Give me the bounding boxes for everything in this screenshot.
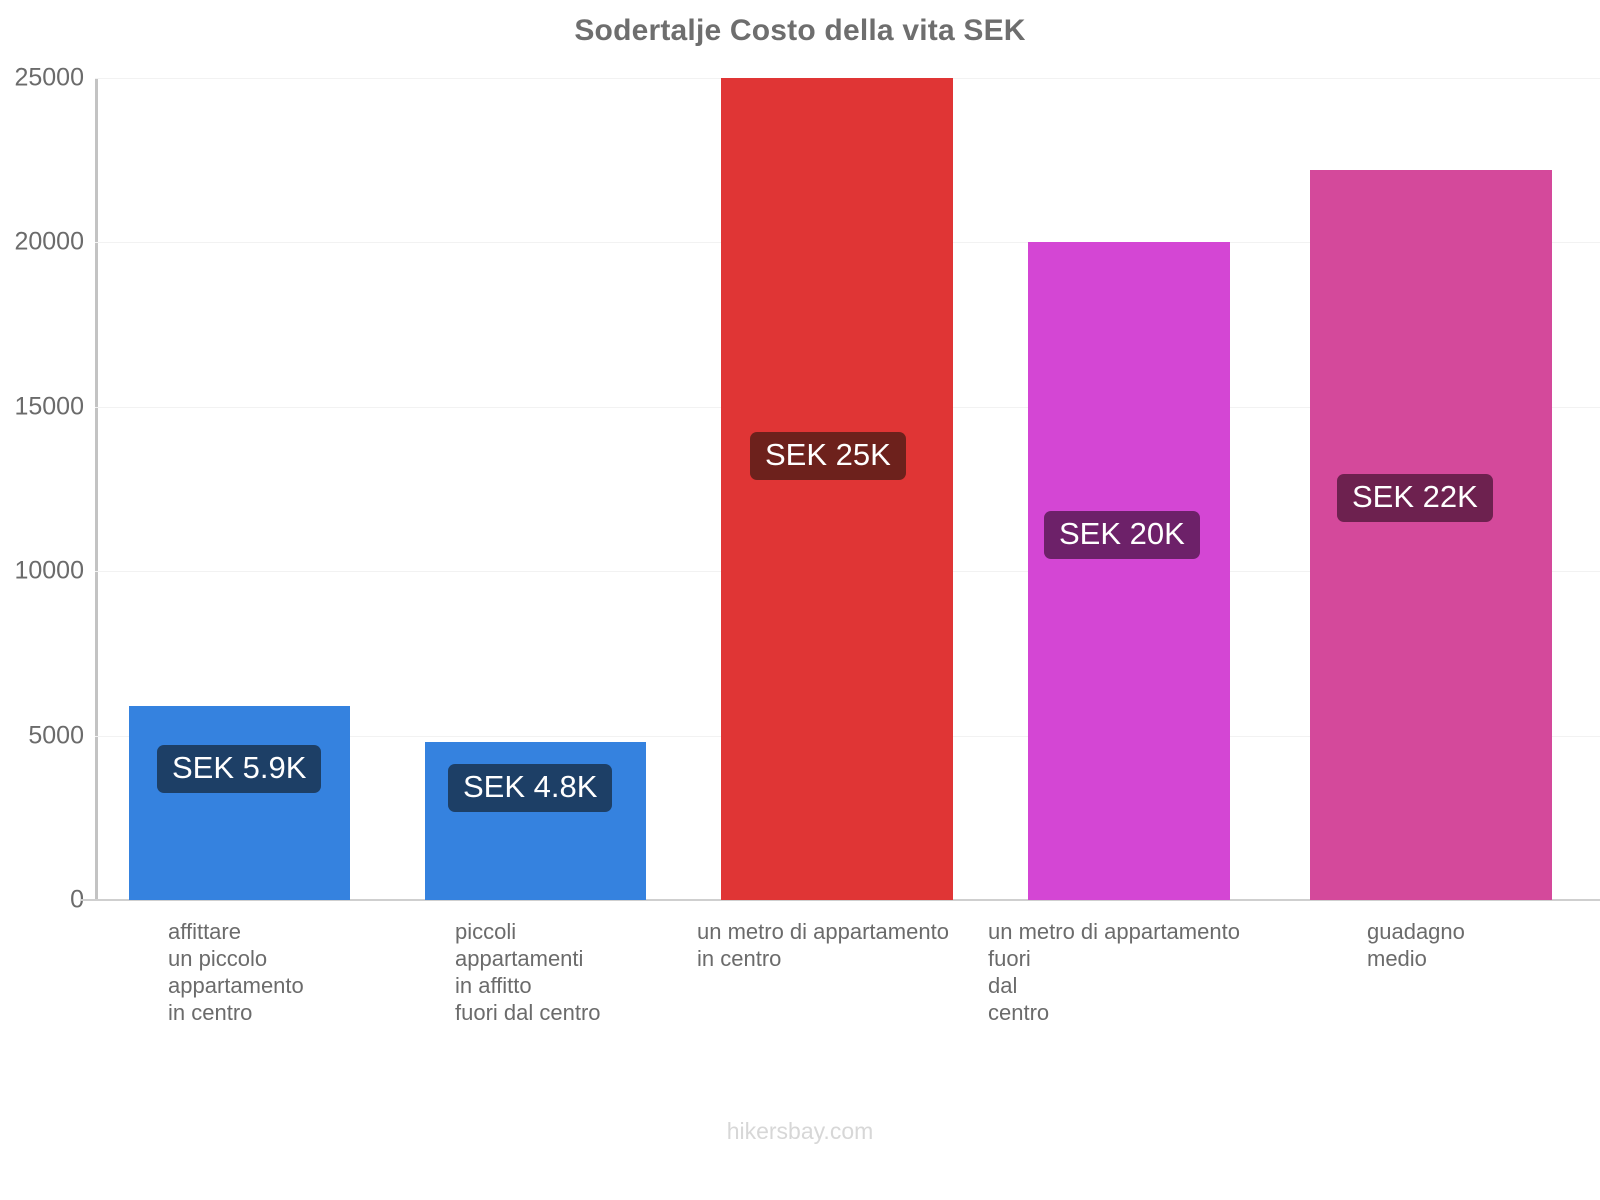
- bar-value-label: SEK 25K: [750, 432, 906, 480]
- bar-value-label: SEK 20K: [1044, 511, 1200, 559]
- x-axis-category-label: guadagno medio: [1367, 918, 1465, 972]
- x-axis-label-line: in centro: [168, 1000, 253, 1025]
- bar[interactable]: [1028, 242, 1230, 900]
- chart-title: Sodertalje Costo della vita SEK: [574, 14, 1026, 47]
- x-axis-label-line: guadagno: [1367, 919, 1465, 944]
- bar-value-label: SEK 5.9K: [157, 745, 322, 793]
- x-axis-label-line: in centro: [697, 946, 782, 971]
- x-axis-label-line: appartamenti: [455, 946, 584, 971]
- x-axis-label-line: fuori: [988, 946, 1031, 971]
- x-axis-label-line: in affitto: [455, 973, 532, 998]
- x-axis-label-line: centro: [988, 1000, 1050, 1025]
- x-axis-category-labels: affittare un piccolo appartamento in centro…: [0, 918, 1600, 1058]
- x-axis-label-line: medio: [1367, 946, 1427, 971]
- plot-area: SEK 5.9K SEK 4.8K SEK 25K SEK 20K SEK 22K: [81, 78, 1600, 901]
- bar[interactable]: [129, 706, 350, 900]
- y-axis-tick-label: 25000: [14, 63, 84, 92]
- attribution-footer: hikersbay.com: [726, 1118, 874, 1144]
- bar[interactable]: [721, 78, 953, 900]
- y-axis-tick-label: 5000: [28, 721, 84, 750]
- x-axis-label-line: appartamento: [168, 973, 304, 998]
- y-axis-tick-label: 15000: [14, 392, 84, 421]
- x-axis-label-line: piccoli: [455, 919, 517, 944]
- y-axis-line: [95, 78, 98, 901]
- bar-value-label: SEK 4.8K: [448, 764, 613, 812]
- x-axis-label-line: un metro di appartamento: [697, 919, 949, 944]
- x-axis-label-line: un metro di appartamento: [988, 919, 1240, 944]
- bar[interactable]: [1310, 170, 1552, 900]
- x-axis-category-label: un metro di appartamento in centro: [697, 918, 949, 972]
- x-axis-category-label: affittare un piccolo appartamento in centro: [168, 918, 304, 1026]
- y-axis-tick-label: 0: [70, 885, 84, 914]
- x-axis-category-label: piccoli appartamenti in affitto fuori dal c…: [455, 918, 601, 1026]
- x-axis-baseline: [81, 899, 1600, 901]
- x-axis-label-line: affittare: [168, 919, 241, 944]
- y-axis-tick-label: 20000: [14, 227, 84, 256]
- x-axis-label-line: un piccolo: [168, 946, 268, 971]
- x-axis-label-line: fuori dal centro: [455, 1000, 601, 1025]
- x-axis-category-label: un metro di appartamento fuori dal centro: [988, 918, 1240, 1026]
- x-axis-label-line: dal: [988, 973, 1018, 998]
- y-axis-tick-label: 10000: [14, 556, 84, 585]
- bar-value-label: SEK 22K: [1337, 474, 1493, 522]
